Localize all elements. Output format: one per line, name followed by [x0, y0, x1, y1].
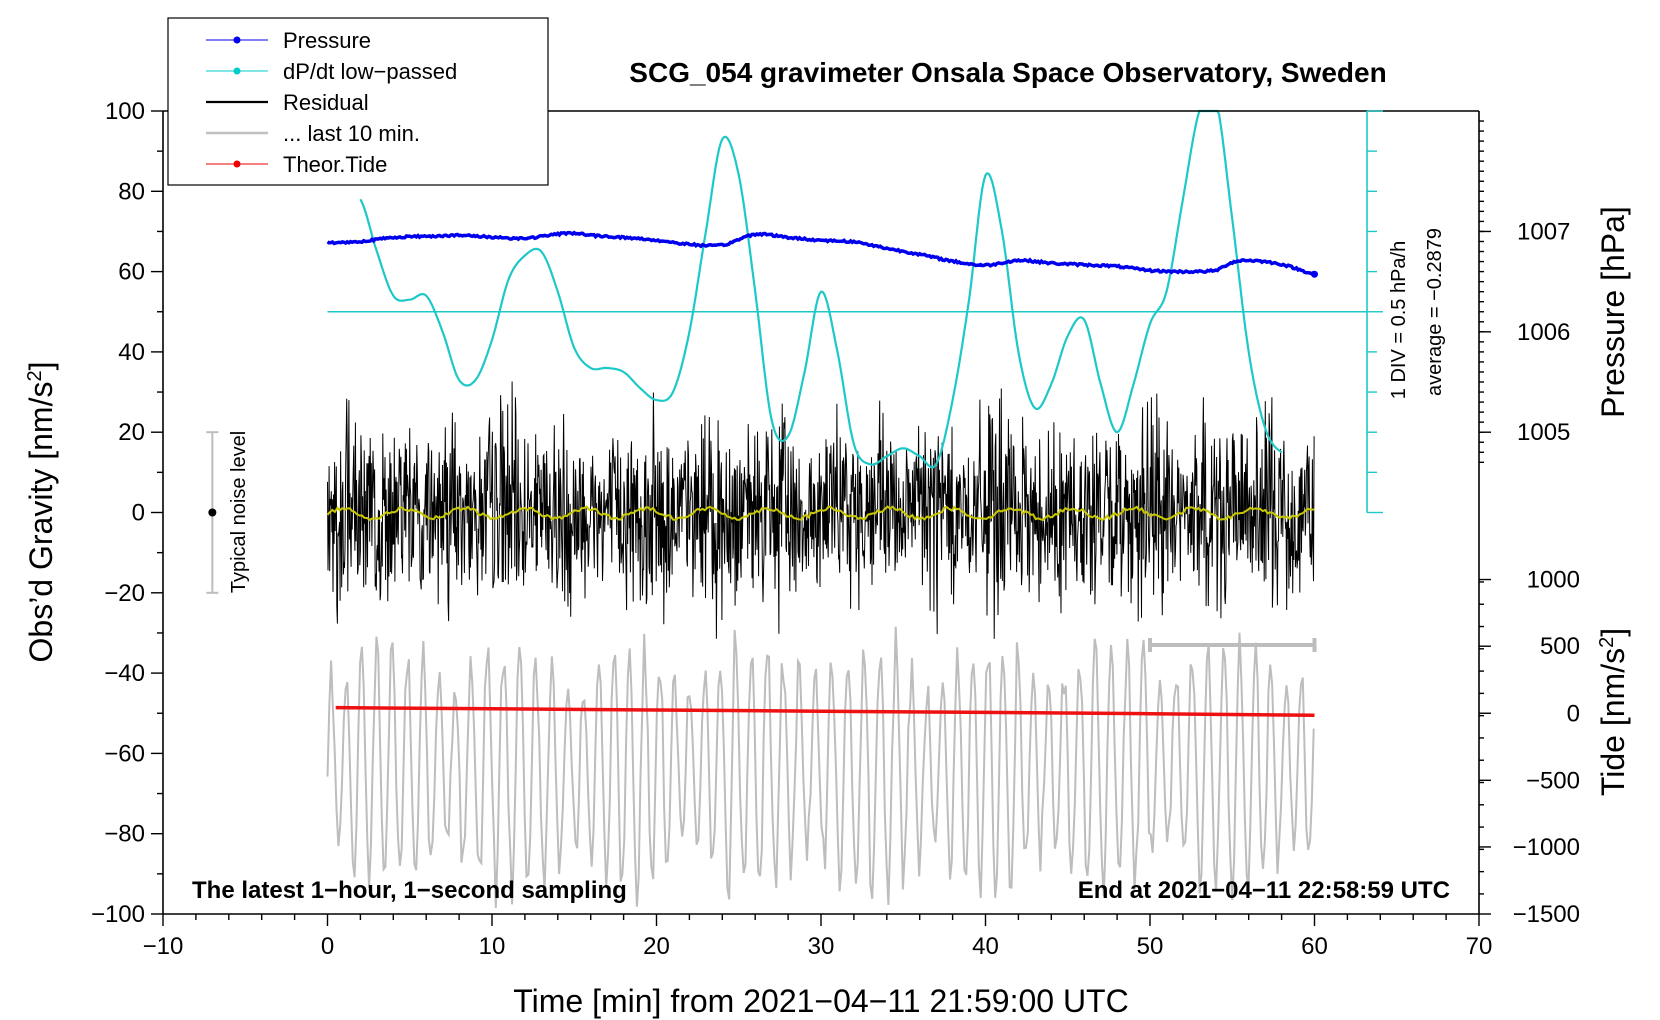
x-tick-label: 40	[972, 933, 999, 960]
legend-label: Pressure	[283, 28, 371, 53]
legend-label: ... last 10 min.	[283, 121, 420, 146]
tide-series	[335, 705, 1315, 718]
legend-label: Residual	[283, 90, 369, 115]
pressure-line	[326, 230, 1316, 276]
legend-swatch-marker	[233, 36, 241, 44]
annotation-marks	[206, 431, 1317, 652]
tide-axis-ticks: −1500 −1000 −500 0 500 1000	[1479, 567, 1580, 928]
residual-line	[327, 381, 1315, 639]
x-tick-label: −10	[143, 933, 184, 960]
x-tick-label: 60	[1301, 933, 1328, 960]
last-10-min-line	[326, 626, 1315, 908]
tide-tick-label: −1000	[1513, 834, 1580, 861]
x-tick-label: 10	[479, 933, 506, 960]
legend-swatch-marker	[233, 67, 241, 75]
last-10-min-series	[326, 626, 1315, 908]
legend-label: Theor.Tide	[283, 152, 387, 177]
y-tick-label: 0	[132, 500, 145, 527]
y-tick-label: −80	[104, 821, 145, 848]
residual-series	[327, 381, 1315, 639]
end-time-note: End at 2021−04−11 22:58:59 UTC	[1078, 877, 1450, 904]
x-tick-label: 30	[808, 933, 835, 960]
y-tick-label: −40	[104, 660, 145, 687]
noise-center-point	[208, 508, 217, 517]
dpdt-scale	[327, 110, 1383, 514]
legend: Pressure dP/dt low−passed Residual ... last…	[167, 17, 549, 186]
tide-axis-label: Tide [nm/s2]	[1595, 628, 1631, 796]
x-tick-label: 50	[1137, 933, 1164, 960]
residual-smoothed-line	[326, 505, 1315, 522]
y-tick-label: 60	[118, 259, 145, 286]
x-axis-label: Time [min] from 2021−04−11 21:59:00 UTC	[513, 983, 1128, 1019]
dpdt-line	[359, 109, 1283, 469]
pressure-axis-ticks: 1005 1006 1007	[1479, 120, 1570, 464]
tide-tick-label: 500	[1540, 633, 1580, 660]
dpdt-series	[359, 109, 1283, 469]
y-tick-label: −60	[104, 740, 145, 767]
noise-level-label: Typical noise level	[228, 431, 250, 593]
pressure-tick-label: 1005	[1517, 419, 1570, 446]
pressure-series	[326, 230, 1318, 278]
legend-swatch-marker	[233, 160, 241, 168]
residual-smoothed-series	[326, 505, 1315, 522]
y-tick-label: −100	[91, 901, 145, 928]
tide-tick-label: 1000	[1527, 567, 1580, 594]
legend-label: dP/dt low−passed	[283, 59, 457, 84]
y-tick-label: 40	[118, 339, 145, 366]
y-axis-ticks: −100 −80 −60 −40 −20 0 20 40 60 80 100	[91, 98, 163, 928]
y-tick-label: 20	[118, 419, 145, 446]
pressure-axis-label: Pressure [hPa]	[1595, 206, 1631, 418]
tide-tick-label: 0	[1567, 700, 1580, 727]
dpdt-div-label: 1 DIV = 0.5 hPa/h	[1388, 241, 1410, 399]
x-tick-label: 0	[321, 933, 334, 960]
dpdt-average-label: average = −0.2879	[1424, 228, 1446, 396]
pressure-end-point	[1311, 270, 1318, 278]
chart-title: SCG_054 gravimeter Onsala Space Observat…	[629, 57, 1386, 88]
x-tick-label: 70	[1466, 933, 1493, 960]
x-tick-label: 20	[643, 933, 670, 960]
pressure-tick-label: 1007	[1517, 218, 1570, 245]
y-tick-label: 100	[105, 98, 145, 125]
tide-tick-label: −1500	[1513, 901, 1580, 928]
y-axis-label: Obs’d Gravity [nm/s2]	[23, 362, 59, 663]
x-axis-ticks: −10 0 10 20 30 40 50 60 70	[143, 914, 1493, 960]
y-tick-label: −20	[104, 580, 145, 607]
pressure-tick-label: 1006	[1517, 319, 1570, 346]
y-tick-label: 80	[118, 178, 145, 205]
tide-line	[335, 705, 1315, 718]
tide-tick-label: −500	[1526, 767, 1580, 794]
sampling-note: The latest 1−hour, 1−second sampling	[192, 877, 627, 904]
